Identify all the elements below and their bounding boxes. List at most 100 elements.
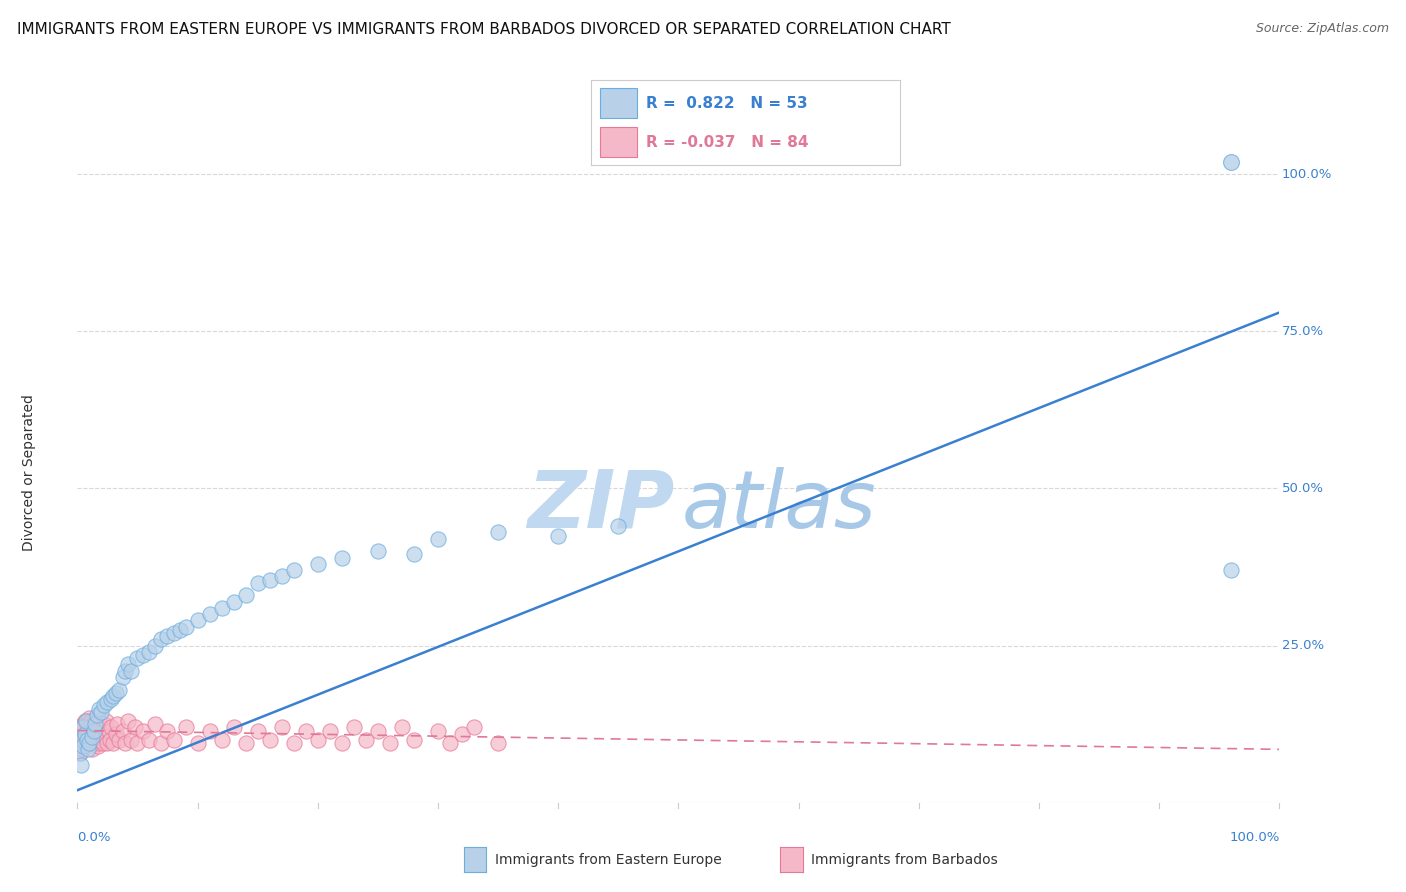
Point xyxy=(307,557,329,571)
Point xyxy=(270,720,292,734)
Point xyxy=(72,736,94,750)
Point xyxy=(70,742,93,756)
Point xyxy=(90,723,112,738)
Point xyxy=(378,736,401,750)
Point xyxy=(90,705,112,719)
Point xyxy=(98,733,121,747)
Point xyxy=(132,723,155,738)
Point xyxy=(72,723,94,738)
Point xyxy=(156,629,179,643)
Point xyxy=(283,563,305,577)
Text: 75.0%: 75.0% xyxy=(1282,325,1324,338)
Point xyxy=(70,726,93,740)
Point xyxy=(96,714,118,728)
Point xyxy=(439,736,461,750)
Text: Divorced or Separated: Divorced or Separated xyxy=(22,394,37,551)
Text: 100.0%: 100.0% xyxy=(1282,168,1333,181)
Point xyxy=(69,746,91,760)
Point xyxy=(1220,154,1243,169)
Point xyxy=(211,601,233,615)
Point xyxy=(319,723,342,738)
Point xyxy=(103,689,125,703)
Text: R = -0.037   N = 84: R = -0.037 N = 84 xyxy=(647,135,808,150)
Point xyxy=(391,720,413,734)
Point xyxy=(104,726,127,740)
Point xyxy=(145,639,167,653)
Point xyxy=(111,670,134,684)
Point xyxy=(150,632,173,647)
Point xyxy=(162,733,184,747)
Point xyxy=(427,532,450,546)
Point xyxy=(259,733,281,747)
Point xyxy=(198,607,221,622)
Point xyxy=(283,736,305,750)
Point xyxy=(105,717,128,731)
Point xyxy=(132,648,155,662)
Point xyxy=(83,733,105,747)
Point xyxy=(104,686,127,700)
Point xyxy=(87,701,110,715)
Point xyxy=(87,736,110,750)
Point xyxy=(70,733,93,747)
Point xyxy=(89,733,111,747)
Point xyxy=(145,717,167,731)
Text: R =  0.822   N = 53: R = 0.822 N = 53 xyxy=(647,95,808,111)
Point xyxy=(86,717,108,731)
Point xyxy=(80,730,103,744)
Point xyxy=(138,733,160,747)
Point xyxy=(138,645,160,659)
Point xyxy=(73,714,96,728)
Point xyxy=(162,626,184,640)
Point xyxy=(120,664,142,678)
Point xyxy=(120,733,142,747)
Text: 50.0%: 50.0% xyxy=(1282,482,1324,495)
Point xyxy=(72,717,94,731)
Point xyxy=(235,588,257,602)
Text: atlas: atlas xyxy=(682,467,877,545)
Point xyxy=(354,733,377,747)
Point xyxy=(93,698,115,713)
Text: IMMIGRANTS FROM EASTERN EUROPE VS IMMIGRANTS FROM BARBADOS DIVORCED OR SEPARATED: IMMIGRANTS FROM EASTERN EUROPE VS IMMIGR… xyxy=(17,22,950,37)
Point xyxy=(77,742,100,756)
Point xyxy=(79,733,101,747)
Point xyxy=(75,714,97,728)
Point xyxy=(87,739,110,754)
Point xyxy=(70,720,93,734)
Point xyxy=(367,723,389,738)
Point xyxy=(222,594,245,608)
Point xyxy=(463,720,485,734)
Point xyxy=(198,723,221,738)
Point xyxy=(93,717,115,731)
Point xyxy=(330,550,353,565)
Text: 100.0%: 100.0% xyxy=(1229,831,1279,845)
Point xyxy=(156,723,179,738)
Point xyxy=(79,720,101,734)
Point xyxy=(87,714,110,728)
Point xyxy=(259,573,281,587)
Text: Immigrants from Barbados: Immigrants from Barbados xyxy=(811,853,998,867)
Point xyxy=(127,736,149,750)
Point xyxy=(174,620,197,634)
Point xyxy=(100,692,122,706)
Point xyxy=(330,736,353,750)
Bar xyxy=(600,88,637,119)
Point xyxy=(82,717,104,731)
Point xyxy=(150,736,173,750)
Point xyxy=(97,723,120,738)
Point xyxy=(100,720,122,734)
Point xyxy=(235,736,257,750)
Point xyxy=(72,720,94,734)
Point xyxy=(83,723,105,738)
Point xyxy=(367,544,389,558)
Point xyxy=(607,519,630,533)
Point xyxy=(76,717,98,731)
Point xyxy=(76,723,98,738)
Point xyxy=(294,723,316,738)
Point xyxy=(169,623,191,637)
Point xyxy=(76,733,98,747)
Point xyxy=(84,723,107,738)
Point xyxy=(84,717,107,731)
Point xyxy=(75,730,97,744)
Point xyxy=(75,739,97,754)
Point xyxy=(246,575,269,590)
